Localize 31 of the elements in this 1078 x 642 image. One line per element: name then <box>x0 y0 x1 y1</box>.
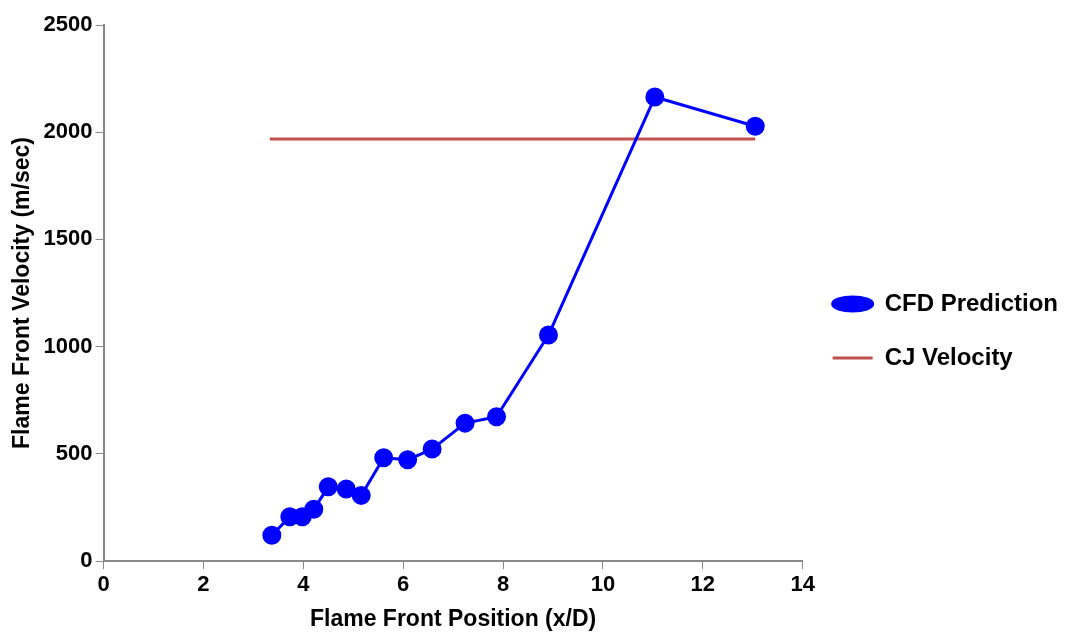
point <box>645 87 665 107</box>
point <box>538 325 558 345</box>
point <box>351 485 371 505</box>
y-tick-label: 1500 <box>43 225 93 251</box>
x-tick-label: 10 <box>590 571 616 597</box>
x-axis-title: Flame Front Position (x/D) <box>309 604 597 631</box>
point <box>374 448 394 468</box>
point <box>398 450 418 470</box>
point <box>262 525 282 545</box>
point <box>422 439 442 459</box>
x-tick-label: 0 <box>97 571 110 597</box>
point <box>455 413 475 433</box>
y-tick-label: 0 <box>80 547 93 573</box>
x-tick-label: 6 <box>397 571 410 597</box>
legend-label: CFD Prediction <box>884 288 1058 316</box>
y-tick-label: 1000 <box>43 332 93 358</box>
point <box>304 499 324 519</box>
x-tick-label: 4 <box>297 571 311 597</box>
x-tick-label: 14 <box>790 571 816 597</box>
x-tick-label: 12 <box>690 571 716 597</box>
point <box>336 479 356 499</box>
y-tick-label: 500 <box>55 439 93 465</box>
x-tick-label: 2 <box>197 571 210 597</box>
y-axis-title: Flame Front Velocity (m/sec) <box>8 137 35 449</box>
point <box>487 407 507 427</box>
y-tick-label: 2500 <box>43 11 93 37</box>
point <box>745 116 765 136</box>
x-tick-label: 8 <box>496 571 510 597</box>
legend-label: CJ Velocity <box>884 342 1014 370</box>
point <box>318 477 338 497</box>
y-tick-label: 2000 <box>43 118 93 144</box>
